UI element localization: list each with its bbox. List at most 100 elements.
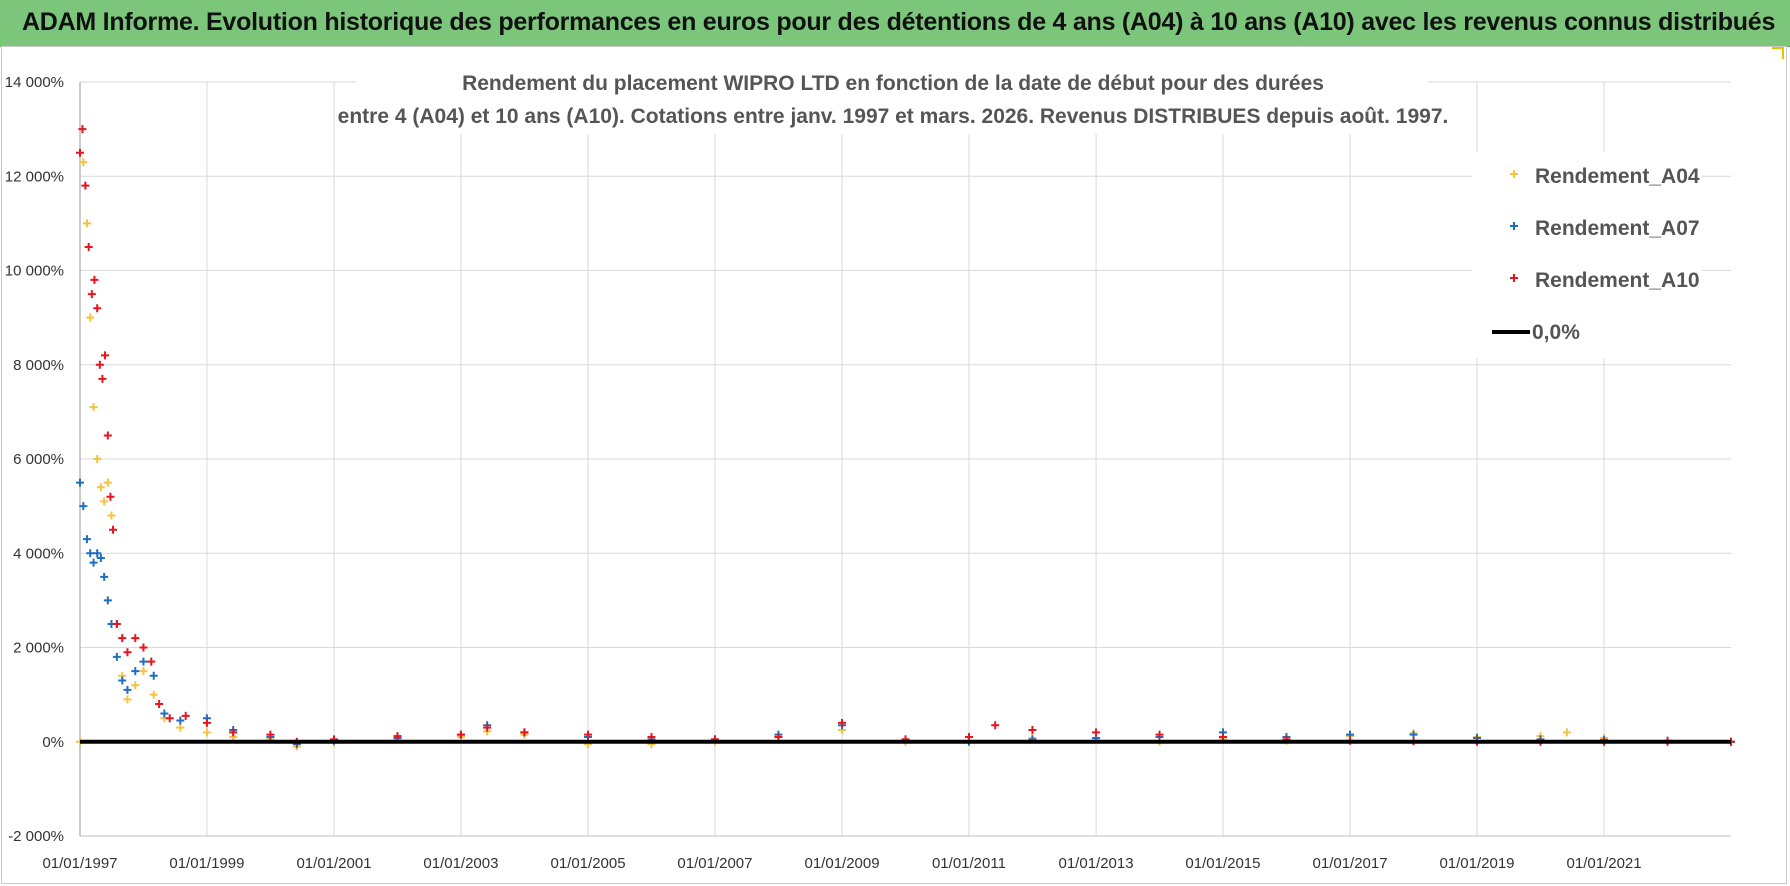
data-point — [109, 525, 118, 534]
legend-label: Rendement_A10 — [1535, 269, 1700, 292]
y-tick-label: 14 000% — [5, 74, 64, 91]
data-point — [79, 502, 88, 511]
banner-title: ADAM Informe. Evolution historique des p… — [22, 8, 1776, 36]
data-point — [76, 478, 84, 487]
legend-label: Rendement_A07 — [1535, 217, 1700, 240]
data-point — [84, 242, 93, 251]
x-tick-label: 01/01/2011 — [932, 855, 1006, 872]
chart-frame — [1, 46, 1787, 884]
x-tick-label: 01/01/2007 — [677, 855, 752, 872]
chart-subtitle: entre 4 (A04) et 10 ans (A10). Cotations… — [338, 105, 1449, 128]
x-tick-label: 01/01/2009 — [805, 855, 880, 872]
data-point — [131, 667, 140, 676]
data-point — [87, 290, 96, 299]
data-point — [774, 733, 783, 742]
data-point — [112, 619, 121, 628]
data-point — [647, 733, 656, 742]
x-tick-label: 01/01/2003 — [423, 855, 498, 872]
x-tick-label: 01/01/1999 — [169, 855, 244, 872]
data-point — [93, 549, 102, 558]
data-point — [118, 634, 127, 643]
data-point — [90, 275, 99, 284]
data-point — [176, 716, 185, 725]
data-point — [202, 728, 211, 737]
data-point — [456, 730, 465, 739]
data-point — [78, 125, 87, 134]
data-point — [82, 219, 91, 228]
data-point — [89, 403, 98, 412]
data-point — [118, 676, 127, 685]
data-point — [838, 718, 847, 727]
data-point — [79, 158, 88, 167]
data-point — [95, 360, 104, 369]
data-point — [1028, 725, 1037, 734]
data-point — [181, 711, 190, 720]
data-point — [1562, 728, 1571, 737]
data-point — [229, 728, 238, 737]
data-point — [96, 483, 105, 492]
data-point — [86, 549, 95, 558]
series-markers — [76, 125, 1735, 751]
data-point — [123, 685, 132, 694]
data-point — [82, 535, 91, 544]
series-rendement-a07 — [76, 478, 1735, 749]
data-point — [131, 634, 140, 643]
y-tick-label: 2 000% — [13, 640, 64, 657]
data-point — [155, 700, 164, 709]
data-point — [991, 721, 1000, 730]
y-tick-label: 10 000% — [5, 263, 64, 280]
data-point — [139, 667, 148, 676]
legend-marker-swatch — [1510, 170, 1518, 178]
x-tick-label: 01/01/2005 — [550, 855, 625, 872]
y-tick-label: 0% — [42, 734, 64, 751]
data-point — [131, 681, 140, 690]
data-point — [93, 304, 102, 313]
data-point — [106, 492, 115, 501]
data-point — [483, 723, 492, 732]
legend-label: Rendement_A04 — [1535, 165, 1700, 188]
data-point — [123, 648, 132, 657]
data-point — [100, 497, 109, 506]
tick-labels: -2 000% 0% 2 000% 4 000% 6 000% 8 000% 10 000%… — [5, 74, 1642, 872]
y-tick-label: 12 000% — [5, 168, 64, 185]
data-point — [103, 431, 112, 440]
data-point — [103, 478, 112, 487]
chart-title: Rendement du placement WIPRO LTD en fonc… — [462, 72, 1324, 95]
data-point — [81, 181, 90, 190]
data-point — [93, 455, 102, 463]
data-point — [100, 572, 109, 581]
data-point — [1155, 730, 1164, 739]
y-tick-label: 4 000% — [13, 545, 64, 562]
corner-mark — [1772, 47, 1784, 59]
data-point — [76, 148, 84, 157]
legend-label: 0,0% — [1532, 321, 1580, 344]
data-point — [520, 728, 529, 737]
legend-marker-swatch — [1510, 274, 1518, 282]
data-point — [107, 511, 116, 520]
x-tick-label: 01/01/2019 — [1439, 855, 1514, 872]
data-point — [98, 374, 107, 383]
data-point — [139, 643, 148, 652]
x-tick-label: 01/01/2017 — [1313, 855, 1388, 872]
data-point — [139, 657, 148, 666]
x-tick-label: 01/01/2001 — [296, 855, 371, 872]
y-tick-label: -2 000% — [8, 828, 64, 845]
data-point — [964, 733, 973, 742]
legend-marker-swatch — [1510, 222, 1518, 230]
y-tick-label: 6 000% — [13, 451, 64, 468]
data-point — [1092, 728, 1101, 737]
data-point — [112, 652, 121, 661]
y-tick-label: 8 000% — [13, 357, 64, 374]
x-tick-label: 01/01/1997 — [42, 855, 117, 872]
data-point — [103, 596, 112, 605]
data-point — [149, 671, 158, 680]
data-point — [584, 730, 593, 739]
data-point — [101, 351, 110, 360]
legend-box — [1472, 152, 1702, 358]
data-point — [149, 690, 158, 699]
legend: Rendement_A04 Rendement_A07 Rendement_A10 0… — [1472, 152, 1702, 358]
data-point — [160, 709, 169, 718]
data-point — [123, 695, 132, 704]
x-tick-label: 01/01/2021 — [1567, 855, 1642, 872]
